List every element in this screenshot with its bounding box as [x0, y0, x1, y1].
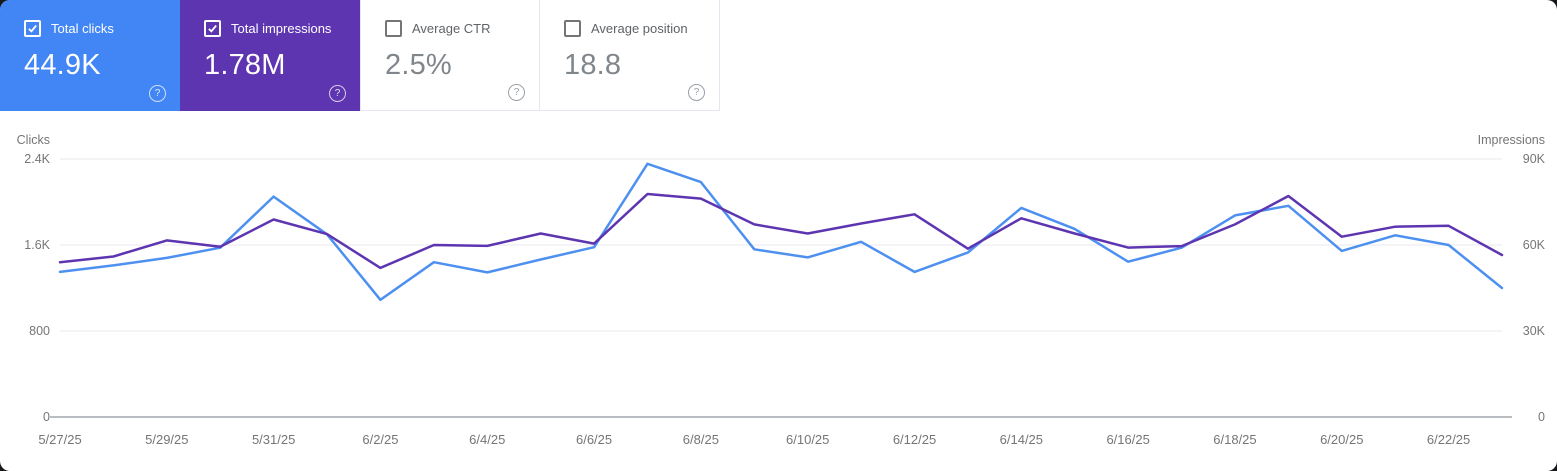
left-tick-label: 2.4K: [24, 152, 50, 166]
card-header: Average position: [564, 20, 719, 37]
left-axis-title: Clicks: [16, 133, 50, 147]
checkmark-icon: [28, 24, 37, 33]
card-header: Average CTR: [385, 20, 539, 37]
date-label: 6/6/25: [575, 432, 613, 447]
date-label: 6/8/25: [682, 432, 719, 447]
card-value: 44.9K: [24, 49, 101, 81]
total-impressions-card[interactable]: Total impressions 1.78M ?: [180, 0, 360, 111]
card-label: Average CTR: [412, 21, 491, 36]
right-axis-title: Impressions: [1477, 133, 1545, 147]
metric-cards-row: Total clicks 44.9K ? Total impressions 1…: [0, 0, 1557, 111]
checkmark-icon: [388, 23, 399, 34]
checkbox-icon[interactable]: [564, 20, 581, 37]
checkbox-icon[interactable]: [24, 20, 41, 37]
date-label: 5/31/25: [251, 432, 296, 447]
card-header: Total impressions: [204, 20, 360, 37]
card-label: Total clicks: [51, 21, 114, 36]
date-label: 6/20/25: [1320, 432, 1364, 447]
date-label: 6/4/25: [469, 432, 506, 447]
card-value: 2.5%: [385, 49, 452, 81]
performance-chart[interactable]: Clicks Impressions 2.4K 1.6K 800 0 90K 60K 30…: [0, 111, 1557, 471]
chart-plot[interactable]: [0, 111, 1557, 471]
date-label: 6/2/25: [362, 432, 399, 447]
right-tick-label: 30K: [1522, 324, 1545, 338]
card-value: 1.78M: [204, 49, 286, 81]
help-icon[interactable]: ?: [688, 84, 705, 101]
checkmark-icon: [208, 24, 217, 33]
help-icon[interactable]: ?: [508, 84, 525, 101]
card-label: Total impressions: [231, 21, 332, 36]
help-icon[interactable]: ?: [149, 85, 166, 102]
left-tick-label: 800: [29, 324, 50, 338]
checkmark-icon: [567, 23, 578, 34]
help-icon[interactable]: ?: [329, 85, 346, 102]
clicks-line[interactable]: [58, 162, 1504, 302]
right-tick-label: 60K: [1522, 238, 1545, 252]
date-label: 5/29/25: [145, 432, 189, 447]
date-label: 6/12/25: [892, 432, 937, 447]
card-header: Total clicks: [24, 20, 180, 37]
date-label: 6/10/25: [786, 432, 830, 447]
date-label: 5/27/25: [38, 432, 82, 447]
date-label: 6/18/25: [1213, 432, 1257, 447]
total-clicks-card[interactable]: Total clicks 44.9K ?: [0, 0, 180, 111]
left-tick-label: 1.6K: [24, 238, 50, 252]
right-tick-label: 0: [1538, 410, 1545, 424]
left-tick-label: 0: [43, 410, 50, 424]
checkbox-icon[interactable]: [385, 20, 402, 37]
average-ctr-card[interactable]: Average CTR 2.5% ?: [360, 0, 540, 111]
card-value: 18.8: [564, 49, 622, 81]
date-label: 6/16/25: [1106, 432, 1150, 447]
checkbox-icon[interactable]: [204, 20, 221, 37]
date-label: 6/14/25: [999, 432, 1044, 447]
right-tick-label: 90K: [1522, 152, 1545, 166]
average-position-card[interactable]: Average position 18.8 ?: [540, 0, 720, 111]
date-label: 6/22/25: [1426, 432, 1471, 447]
impressions-line[interactable]: [58, 192, 1504, 270]
card-label: Average position: [591, 21, 688, 36]
